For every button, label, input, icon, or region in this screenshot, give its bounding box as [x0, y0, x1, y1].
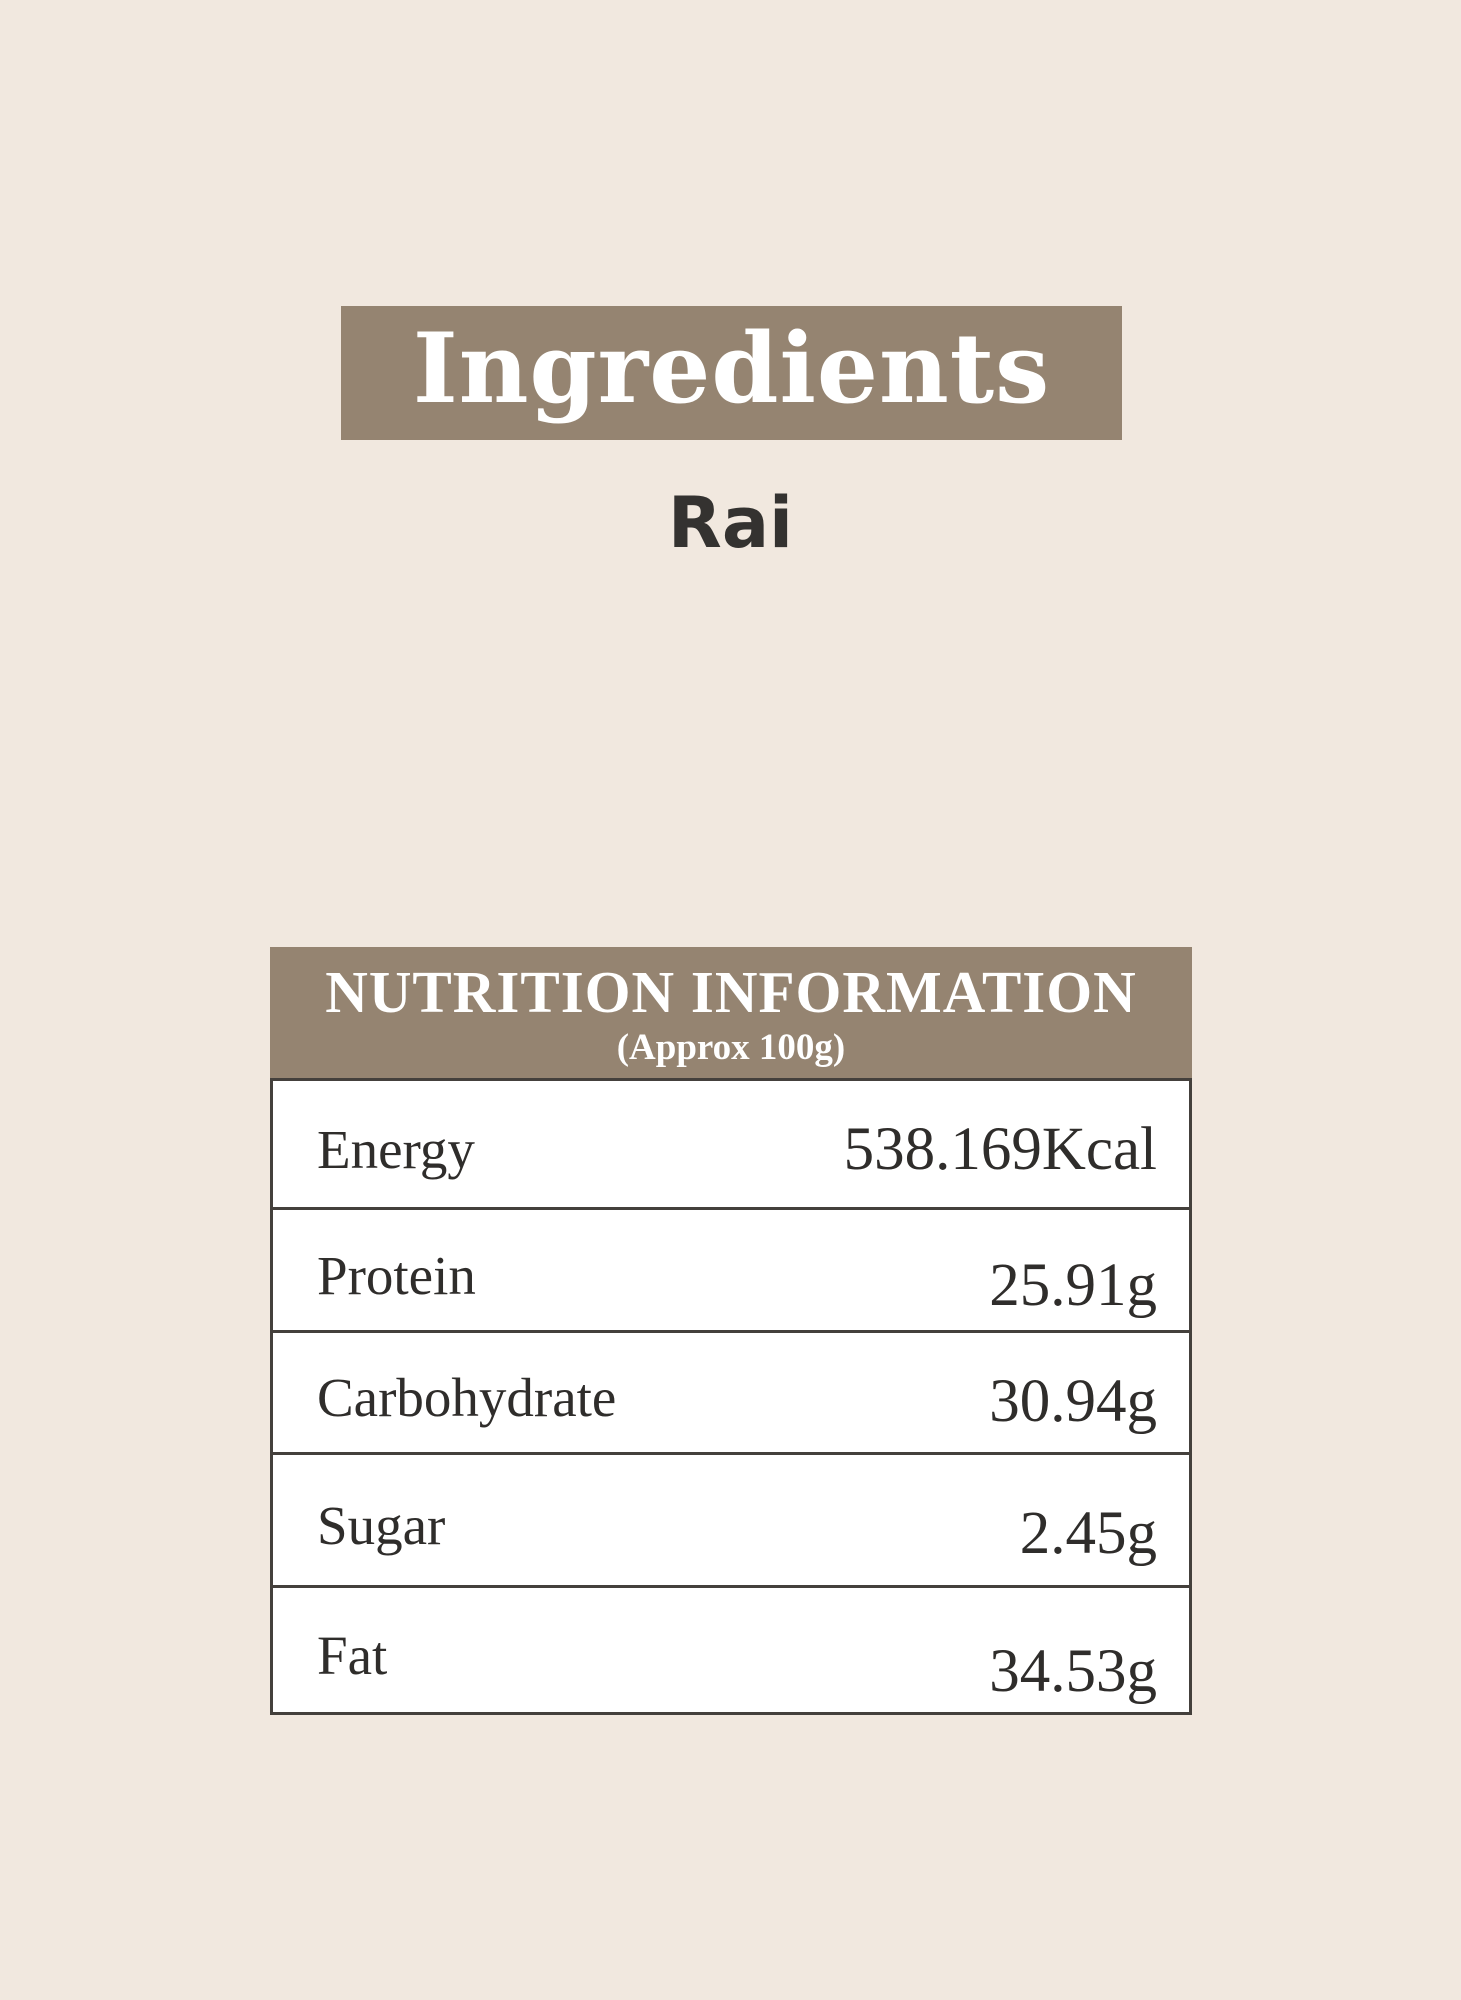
table-row-energy: Energy 538.169Kcal — [273, 1081, 1189, 1207]
row-value: 30.94g — [989, 1368, 1157, 1435]
row-label: Sugar — [317, 1494, 446, 1556]
table-row-sugar: Sugar 2.45g — [273, 1452, 1189, 1585]
nutrition-subtitle: (Approx 100g) — [616, 1027, 846, 1068]
table-row-carbohydrate: Carbohydrate 30.94g — [273, 1330, 1189, 1452]
table-row-protein: Protein 25.91g — [273, 1207, 1189, 1330]
row-value: 538.169Kcal — [843, 1115, 1157, 1183]
row-label: Carbohydrate — [317, 1367, 617, 1428]
ingredients-banner: Ingredients — [341, 306, 1122, 440]
row-value: 34.53g — [989, 1637, 1157, 1705]
table-row-fat: Fat 34.53g — [273, 1585, 1189, 1712]
nutrition-table: NUTRITION INFORMATION (Approx 100g) Ener… — [270, 947, 1192, 1715]
nutrition-title: NUTRITION INFORMATION — [325, 959, 1137, 1025]
row-label: Energy — [317, 1118, 475, 1180]
nutrition-table-body: Energy 538.169Kcal Protein 25.91g Carboh… — [270, 1078, 1192, 1715]
row-value: 25.91g — [989, 1251, 1157, 1319]
ingredient-item-name: Rai — [667, 482, 794, 564]
row-label: Protein — [317, 1244, 476, 1306]
row-value: 2.45g — [1019, 1499, 1157, 1567]
nutrition-table-header: NUTRITION INFORMATION (Approx 100g) — [270, 947, 1192, 1078]
row-label: Fat — [317, 1624, 388, 1686]
ingredients-banner-title: Ingredients — [412, 312, 1051, 425]
